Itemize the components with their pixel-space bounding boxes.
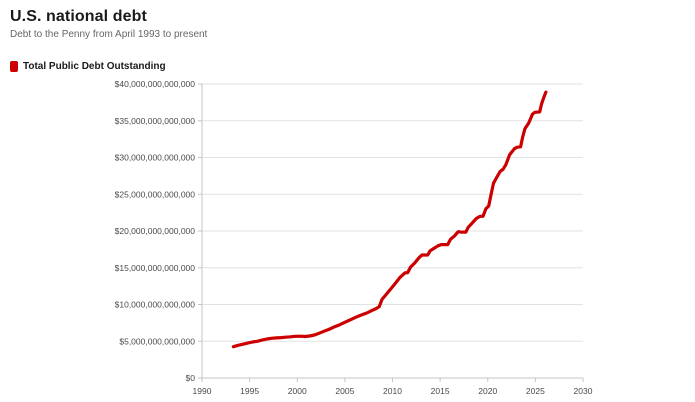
y-axis-label: $20,000,000,000,000 <box>115 226 196 236</box>
chart-title: U.S. national debt <box>10 8 147 25</box>
y-axis-label: $40,000,000,000,000 <box>115 79 196 89</box>
x-axis-label: 2005 <box>335 386 354 396</box>
y-axis-label: $15,000,000,000,000 <box>115 263 196 273</box>
chart-header: U.S. national debt Debt to the Penny fro… <box>10 8 207 40</box>
debt-line-series[interactable] <box>231 90 548 349</box>
x-axis-label: 2015 <box>431 386 450 396</box>
x-axis-label: 2030 <box>574 386 593 396</box>
x-axis-label: 1995 <box>240 386 259 396</box>
x-axis-label: 2020 <box>478 386 497 396</box>
y-axis-label: $0 <box>186 373 196 383</box>
x-axis-label: 1990 <box>193 386 212 396</box>
x-axis-label: 2010 <box>383 386 402 396</box>
x-axis-label: 2025 <box>526 386 545 396</box>
y-axis-label: $10,000,000,000,000 <box>115 300 196 310</box>
x-axis-label: 2000 <box>288 386 307 396</box>
y-axis-label: $25,000,000,000,000 <box>115 189 196 199</box>
chart-subtitle: Debt to the Penny from April 1993 to pre… <box>10 29 208 40</box>
y-axis-label: $35,000,000,000,000 <box>115 116 196 126</box>
y-axis-label: $30,000,000,000,000 <box>115 153 196 163</box>
legend: Total Public Debt Outstanding <box>10 61 166 72</box>
legend-label: Total Public Debt Outstanding <box>23 61 166 72</box>
legend-swatch-icon <box>10 61 18 72</box>
y-axis-label: $5,000,000,000,000 <box>119 336 195 346</box>
